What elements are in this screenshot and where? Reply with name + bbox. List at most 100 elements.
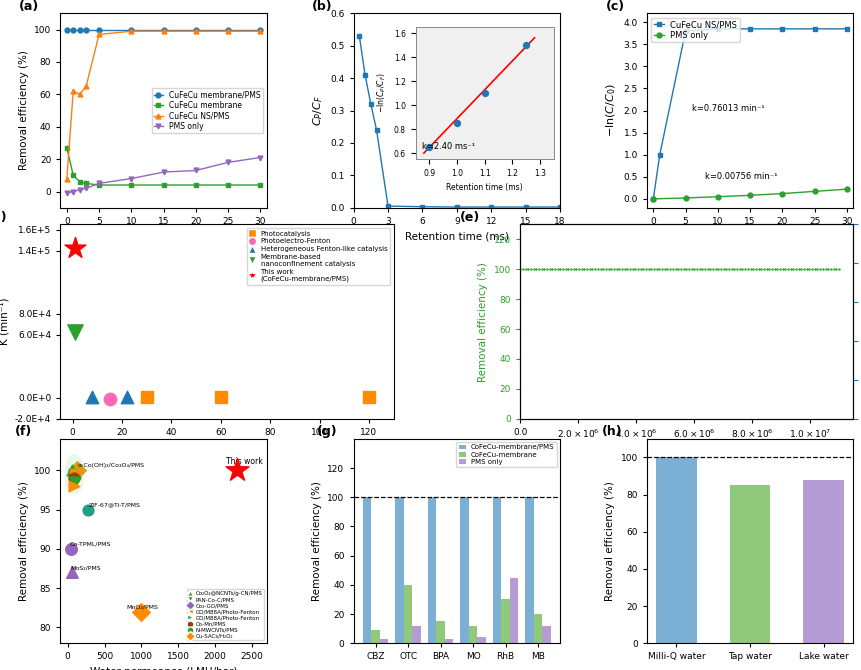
Point bbox=[561, 315, 574, 326]
Point bbox=[516, 264, 530, 275]
Bar bbox=[729, 485, 770, 643]
Text: (c): (c) bbox=[604, 0, 624, 13]
Point bbox=[812, 264, 826, 275]
Point bbox=[703, 316, 716, 326]
Point bbox=[553, 264, 567, 275]
Point bbox=[638, 314, 652, 325]
Bar bbox=[655, 458, 696, 643]
Point bbox=[710, 264, 724, 275]
Point bbox=[611, 264, 625, 275]
CuFeCu NS/PMS bbox=[68, 87, 78, 95]
Point bbox=[563, 316, 577, 326]
Point bbox=[799, 264, 813, 275]
Point bbox=[529, 264, 542, 275]
Point bbox=[765, 264, 778, 275]
Point bbox=[743, 264, 757, 275]
Legend: Photocatalysis, Photoelectro-Fenton, Heterogeneous Fenton-like catalysis, Membra: Photocatalysis, Photoelectro-Fenton, Het… bbox=[246, 228, 390, 285]
Point bbox=[545, 264, 559, 275]
Point bbox=[134, 606, 148, 617]
Point bbox=[732, 264, 746, 275]
PMS only bbox=[679, 194, 690, 202]
Point bbox=[523, 316, 537, 326]
Point bbox=[719, 316, 733, 327]
Point bbox=[641, 314, 655, 325]
Point bbox=[746, 314, 759, 324]
Y-axis label: $-\ln(C/C_0)$: $-\ln(C/C_0)$ bbox=[604, 84, 617, 137]
Point bbox=[783, 264, 796, 275]
Text: (g): (g) bbox=[316, 425, 337, 438]
Point bbox=[625, 264, 639, 275]
X-axis label: Retention time (ms): Retention time (ms) bbox=[405, 231, 508, 241]
CuFeCu membrane/PMS bbox=[68, 26, 78, 34]
Point bbox=[647, 312, 660, 323]
PMS only bbox=[158, 168, 169, 176]
Point bbox=[828, 264, 842, 275]
Point bbox=[596, 264, 610, 275]
Point bbox=[759, 264, 772, 275]
Point bbox=[555, 315, 569, 326]
Point bbox=[620, 316, 634, 327]
Text: (b): (b) bbox=[312, 0, 332, 13]
Text: ZIF-67@Ti-T/PMS: ZIF-67@Ti-T/PMS bbox=[89, 502, 141, 507]
Point bbox=[601, 264, 615, 275]
Point bbox=[66, 480, 80, 491]
Point bbox=[536, 314, 550, 324]
Point bbox=[804, 264, 818, 275]
Point bbox=[604, 312, 617, 323]
Bar bbox=[802, 480, 843, 643]
Point bbox=[666, 264, 679, 275]
Point bbox=[799, 313, 813, 324]
Point bbox=[604, 264, 617, 275]
Point bbox=[681, 264, 695, 275]
Point bbox=[807, 264, 821, 275]
Point bbox=[686, 314, 700, 325]
Point bbox=[512, 315, 526, 326]
Point bbox=[120, 392, 133, 403]
Point bbox=[558, 314, 572, 325]
Point bbox=[722, 315, 735, 326]
Point bbox=[531, 264, 545, 275]
Point bbox=[734, 316, 748, 327]
Point bbox=[657, 264, 671, 275]
Point bbox=[65, 567, 79, 578]
Point bbox=[777, 264, 791, 275]
Point bbox=[574, 264, 588, 275]
Y-axis label: Removal efficiency (%): Removal efficiency (%) bbox=[478, 262, 488, 381]
PMS only bbox=[61, 189, 71, 197]
Point bbox=[647, 264, 660, 275]
Point bbox=[82, 505, 96, 515]
Point bbox=[831, 314, 845, 325]
Point bbox=[751, 264, 765, 275]
Point bbox=[823, 313, 837, 324]
Point bbox=[139, 392, 153, 403]
PMS only bbox=[255, 153, 265, 161]
Legend: CoFeCu-membrane/PMS, CoFeCu-membrane, PMS only: CoFeCu-membrane/PMS, CoFeCu-membrane, PM… bbox=[456, 442, 556, 467]
Point bbox=[362, 392, 375, 403]
Point bbox=[542, 312, 556, 323]
Point bbox=[598, 264, 612, 275]
Text: (d): (d) bbox=[0, 210, 8, 224]
Point bbox=[794, 316, 808, 326]
Point bbox=[635, 264, 649, 275]
Point bbox=[593, 264, 607, 275]
Point bbox=[729, 314, 743, 324]
Point bbox=[569, 316, 583, 327]
Point bbox=[85, 392, 99, 403]
Point bbox=[772, 264, 786, 275]
Point bbox=[623, 314, 636, 325]
Point bbox=[534, 264, 548, 275]
CuFeCu NS/PMS bbox=[647, 195, 658, 203]
Point bbox=[577, 314, 591, 325]
CuFeCu NS/PMS bbox=[74, 90, 84, 98]
Point bbox=[708, 313, 722, 324]
PMS only bbox=[841, 185, 852, 193]
Point bbox=[678, 313, 692, 324]
Bar bbox=[533, 614, 542, 643]
CuFeCu NS/PMS bbox=[158, 27, 169, 36]
Point bbox=[577, 264, 591, 275]
CuFeCu membrane/PMS bbox=[126, 26, 136, 34]
Point bbox=[823, 264, 837, 275]
Point bbox=[684, 316, 697, 326]
Point bbox=[818, 314, 832, 324]
Legend: Co₂O₄@NCNTs/g-CN/PMS, PAN-Co-C/PMS, Co₃-GO/PMS, GO/M88A/Photo-Fenton, GO/M88A/Ph: Co₂O₄@NCNTs/g-CN/PMS, PAN-Co-C/PMS, Co₃-… bbox=[187, 590, 263, 641]
